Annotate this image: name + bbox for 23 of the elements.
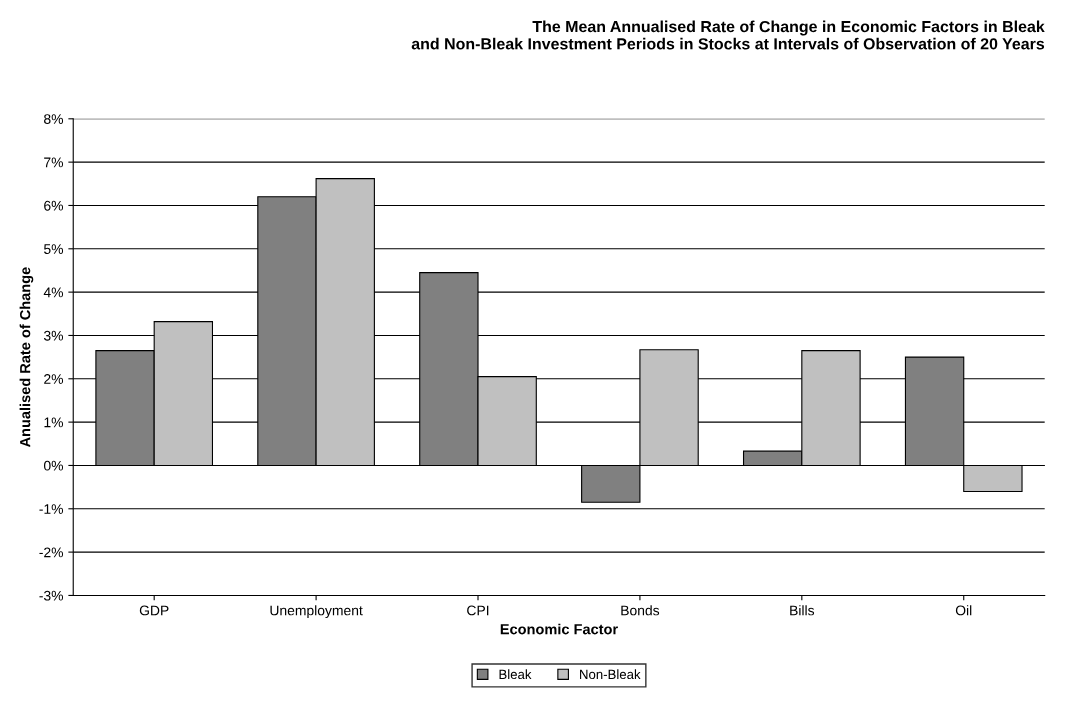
y-tick-label: 1% (44, 417, 64, 428)
legend-label: Non-Bleak (580, 669, 641, 680)
x-tick-label: GDP (139, 605, 169, 616)
y-tick-label: 0% (43, 460, 64, 471)
x-axis-title: Economic Factor (500, 623, 618, 635)
chart-title: The Mean Annualised Rate of Change in Economic Factors in Bleak and Non-Bleak Investment Periods in Stocks at Intervals of Observation of 20 Years (411, 20, 1045, 50)
y-tick-label: -3% (39, 590, 64, 601)
y-tick-label: -2% (39, 547, 64, 558)
y-tick-label: 5% (44, 244, 64, 254)
y-tick-label: 3% (43, 330, 64, 341)
y-axis-title: Anualised Rate of Change (19, 267, 34, 448)
y-tick-label: 6% (44, 200, 64, 211)
y-tick-label: -1% (39, 504, 64, 514)
y-tick-label: 2% (44, 374, 64, 384)
x-tick-label: Unemployment (270, 605, 363, 619)
x-tick-label: Bonds (621, 605, 660, 616)
legend-label: Bleak (499, 669, 532, 680)
y-tick-label: 4% (43, 287, 64, 298)
x-tick-label: CPI (467, 605, 489, 616)
x-tick-label: Oil (955, 605, 972, 616)
x-tick-label: Bills (790, 605, 815, 616)
y-tick-label: 8% (44, 114, 64, 124)
y-tick-label: 7% (44, 157, 64, 168)
